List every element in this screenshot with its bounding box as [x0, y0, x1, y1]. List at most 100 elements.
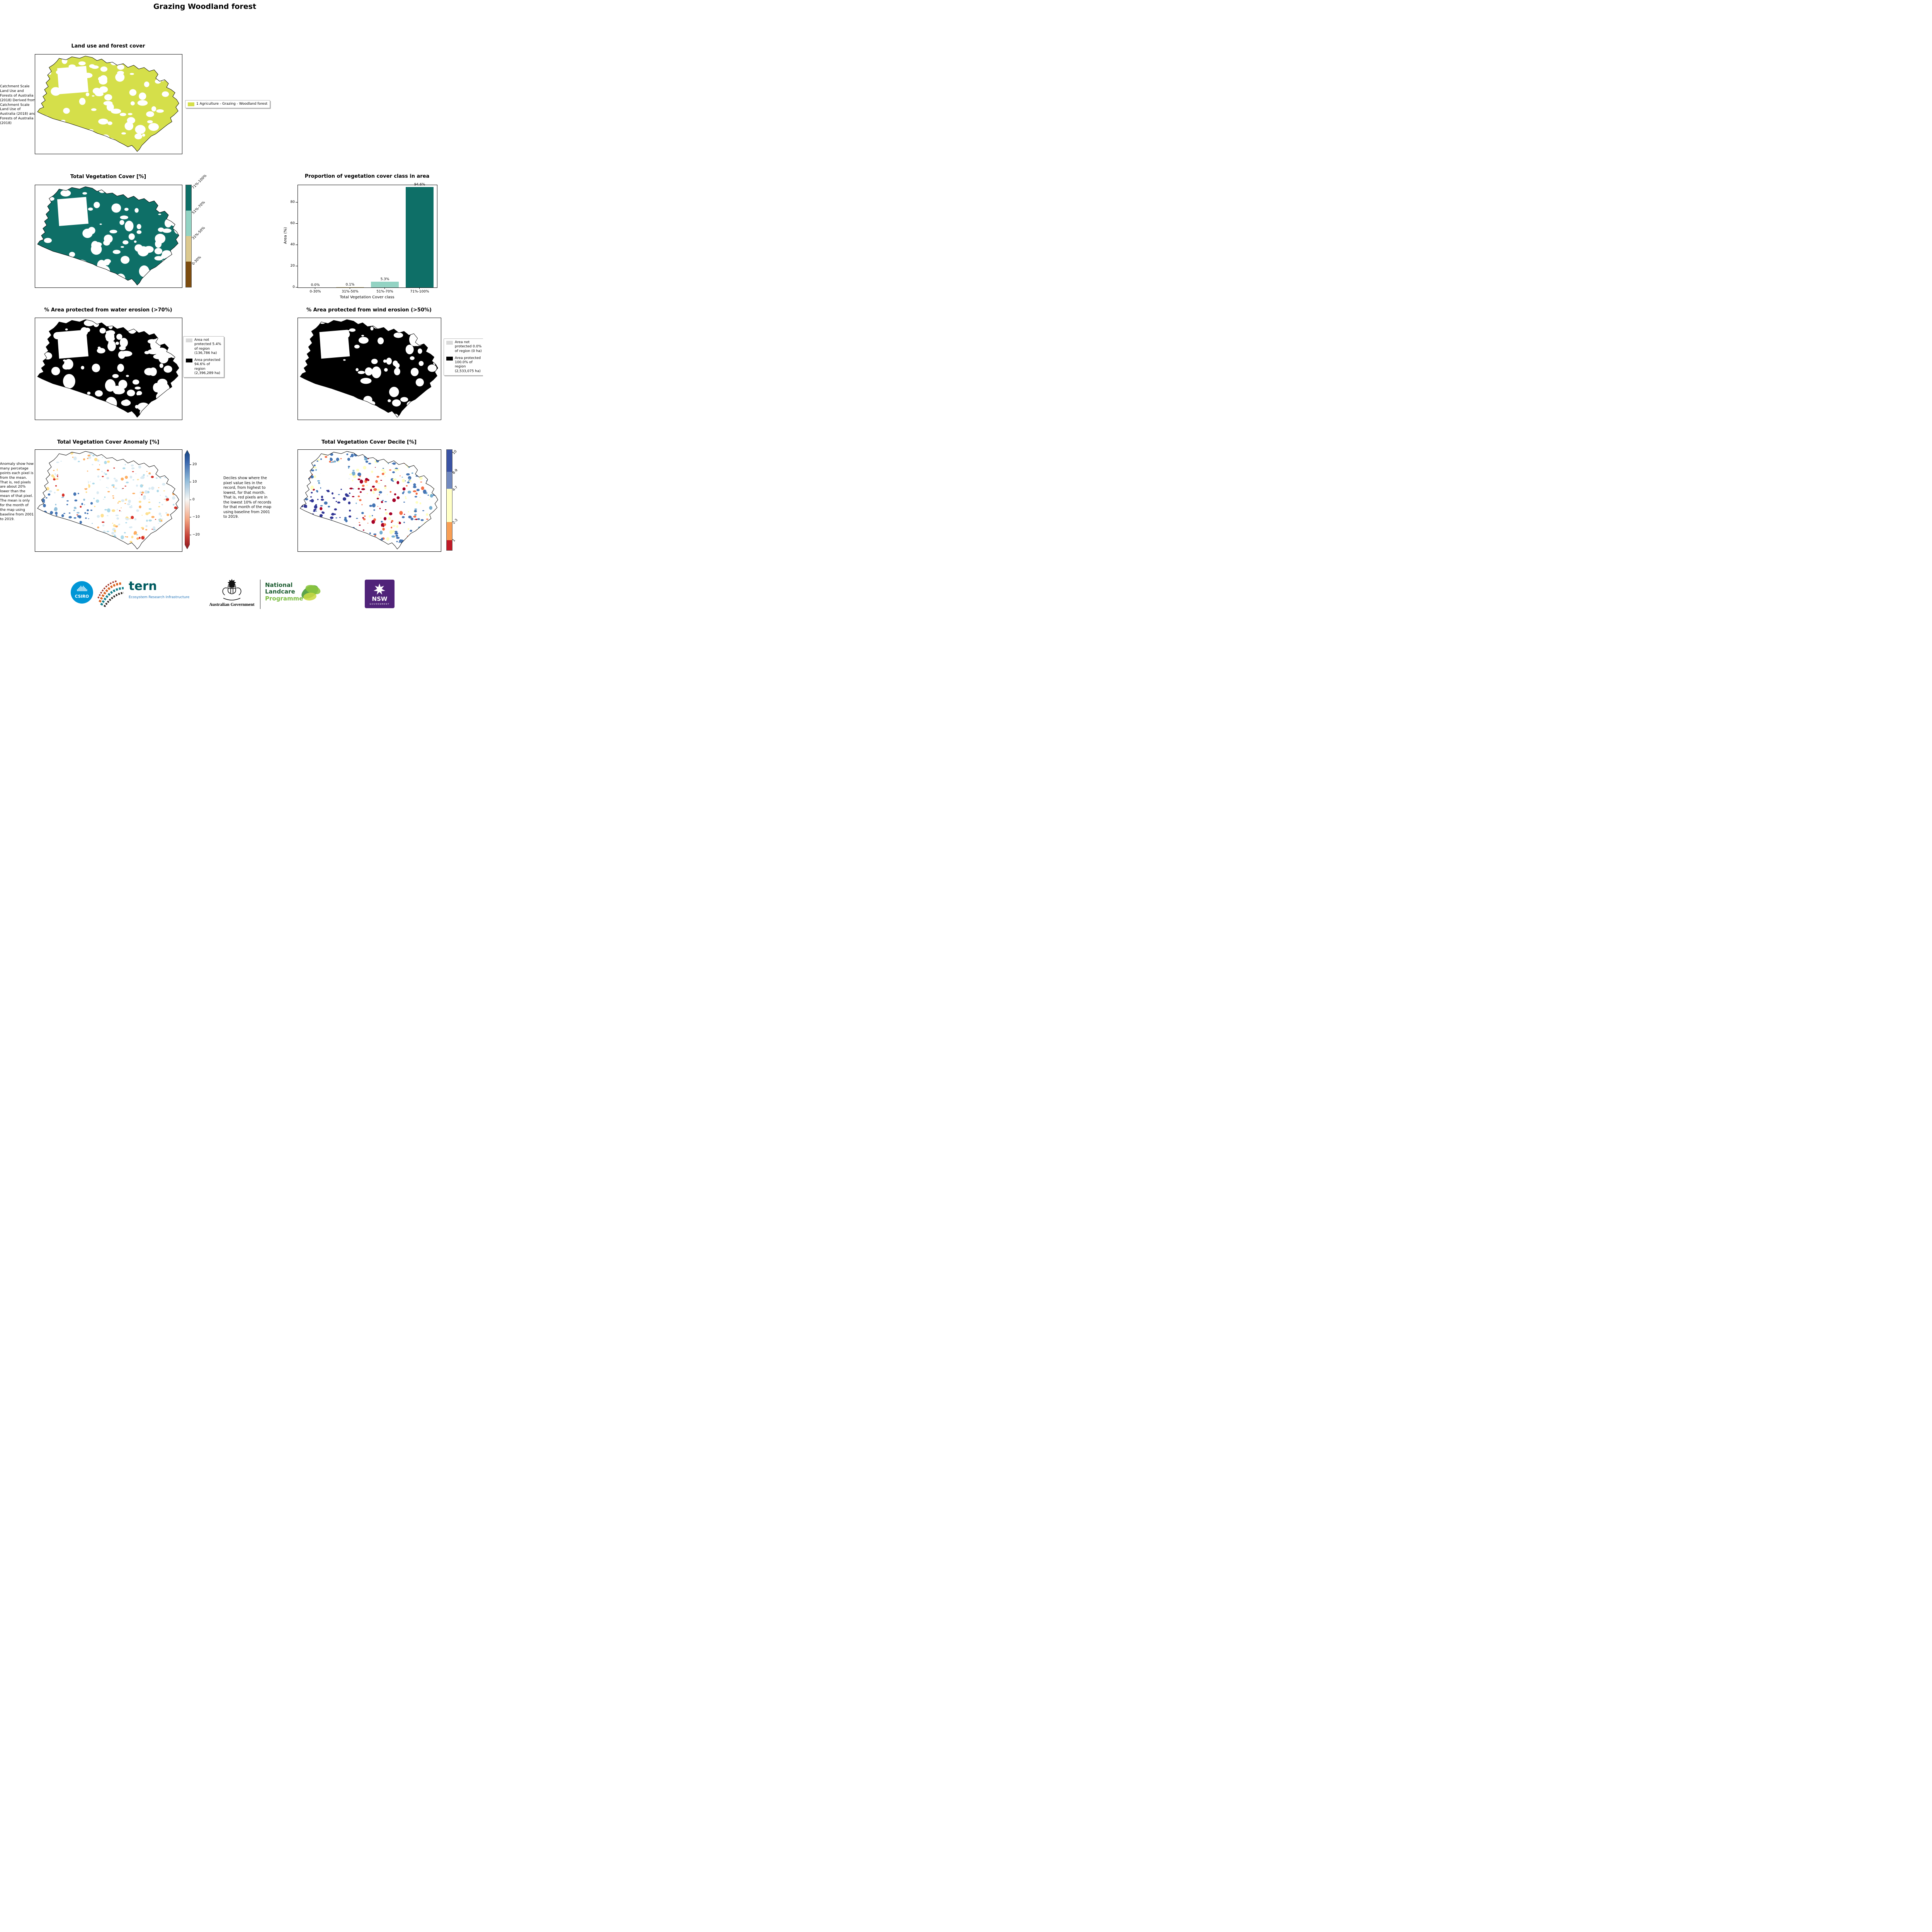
tern-tagline: Ecosystem Research Infrastructure — [129, 595, 190, 599]
anomaly-tick-label: −10 — [192, 515, 200, 519]
veg-colorbar-seg-51-70 — [186, 211, 191, 236]
map-landuse-svg — [37, 56, 179, 152]
anomaly-tick-label: 10 — [192, 480, 197, 484]
page-title: Grazing Woodland forest — [153, 2, 257, 11]
not-protected-swatch — [446, 341, 453, 345]
veg-colorbar-label: 0-30% — [191, 255, 202, 266]
tern-logo: tern Ecosystem Research Infrastructure — [129, 579, 190, 600]
anomaly-title: Total Vegetation Cover Anomaly [%] — [57, 439, 160, 445]
waratah-icon — [374, 583, 385, 595]
veg-colorbar-label: 31%-50% — [191, 226, 206, 241]
protected-label: Area protected 94.6% of region (2,396,28… — [194, 358, 221, 375]
landuse-note: Catchment Scale Land Use and Forests of … — [0, 85, 36, 125]
bar-value-label: 5.3% — [380, 277, 389, 282]
bar-slot: 0.0% — [298, 283, 333, 287]
bar-51-70 — [371, 282, 399, 287]
decile-seg-8-9 — [447, 472, 452, 489]
veg-cover-colorbar — [185, 185, 192, 287]
tern-logo-text: tern — [129, 579, 157, 593]
landcare-word-programme: Programme — [265, 595, 303, 602]
bar-slot: 94.6% — [402, 183, 437, 287]
wind-erosion-title: % Area protected from wind erosion (>50%… — [306, 307, 432, 313]
landcare-logo-leaves — [298, 580, 324, 606]
australian-government-label: Australian Government — [209, 602, 255, 607]
nsw-logo-text: NSW — [372, 595, 388, 602]
decile-colorbar — [446, 449, 452, 551]
map-wind-svg — [300, 319, 438, 418]
decile-seg-10 — [447, 450, 452, 472]
bar-71-100 — [406, 187, 434, 287]
veg-colorbar-seg-71-100 — [186, 185, 191, 211]
bar-slot: 0.1% — [333, 283, 367, 287]
wind-erosion-legend: Area not protected 0.0% of region (0 ha)… — [444, 338, 483, 376]
decile-note: Deciles show where the pixel value lies … — [223, 476, 272, 519]
not-protected-label: Area not protected 0.0% of region (0 ha) — [455, 340, 482, 353]
landuse-legend-swatch — [188, 102, 194, 107]
decile-seg-1 — [447, 540, 452, 550]
anomaly-tick-label: 20 — [192, 463, 197, 466]
landcare-word-landcare: Landcare — [265, 588, 295, 595]
protected-label: Area protected 100.0% of region (2,533,0… — [455, 356, 481, 373]
map-veg-svg — [37, 186, 179, 286]
nsw-government-logo: NSW GOVERNMENT — [365, 580, 395, 608]
water-erosion-legend: Area not protected 5.4% of region (136,7… — [183, 336, 224, 378]
bar-value-label: 0.1% — [345, 283, 355, 287]
water-erosion-title: % Area protected from water erosion (>70… — [44, 307, 172, 313]
x-tick-label: 31%-50% — [342, 290, 359, 294]
decile-colorbar-label: 1 — [452, 538, 456, 543]
veg-colorbar-seg-0-30 — [186, 262, 191, 287]
decile-colorbar-label: 2-3 — [452, 518, 459, 525]
landcare-logo-text: National Landcare Programme — [265, 582, 303, 602]
x-tick-mark — [419, 287, 420, 289]
x-tick-label: 51%-70% — [376, 290, 393, 294]
y-tick-label: 80 — [290, 200, 295, 204]
not-protected-swatch — [186, 338, 192, 342]
x-tick-mark — [384, 287, 385, 289]
decile-colorbar-label: 10 — [452, 449, 458, 456]
landuse-title: Land use and forest cover — [71, 43, 145, 49]
landuse-legend-label: 1 Agriculture - Grazing - Woodland fores… — [196, 102, 268, 106]
landcare-word-national: National — [265, 582, 293, 588]
y-axis-label: Area (%) — [283, 227, 288, 244]
y-tick-label: 20 — [290, 264, 295, 268]
nsw-logo-subtext: GOVERNMENT — [370, 603, 390, 605]
map-anomaly-svg — [37, 451, 179, 549]
indigenous-artwork — [97, 580, 125, 607]
veg-colorbar-label: 71%-100% — [191, 173, 208, 190]
proportion-chart-title: Proportion of vegetation cover class in … — [304, 173, 430, 179]
protected-swatch — [186, 359, 192, 362]
anomaly-tick-label: 0 — [192, 498, 195, 502]
y-tick-label: 40 — [290, 243, 295, 247]
anomaly-note: Anomaly show how many percetage points e… — [0, 462, 34, 521]
decile-colorbar-label: 8-9 — [452, 468, 459, 475]
x-tick-label: 71%-100% — [410, 290, 429, 294]
decile-seg-4-7 — [447, 489, 452, 522]
x-tick-label: 0-30% — [310, 290, 321, 294]
y-tick-mark — [296, 223, 298, 224]
anomaly-colorbar — [185, 450, 190, 549]
csiro-logo: CSIRO — [71, 581, 93, 604]
veg-cover-map — [35, 185, 182, 288]
x-axis-label: Total Vegetation Cover class — [340, 295, 395, 299]
bar-value-label: 94.6% — [414, 182, 425, 187]
landuse-legend: 1 Agriculture - Grazing - Woodland fores… — [185, 100, 270, 109]
bar-slot: 5.3% — [367, 277, 402, 287]
report-page: Grazing Woodland forest Land use and for… — [0, 0, 483, 615]
landuse-map — [35, 54, 182, 154]
anomaly-map — [35, 449, 182, 552]
anomaly-tick-label: −20 — [192, 533, 200, 537]
proportion-chart-plot: 0 20 40 60 80 0.0% 0.1% 5.3% 94.6% 0-30%… — [291, 183, 437, 294]
decile-colorbar-label: 4-7 — [452, 485, 459, 492]
veg-colorbar-label: 51%-70% — [191, 200, 206, 215]
decile-title: Total Vegetation Cover Decile [%] — [321, 439, 417, 445]
water-erosion-map — [35, 318, 182, 420]
y-tick-label: 0 — [293, 285, 295, 289]
not-protected-label: Area not protected 5.4% of region (136,7… — [194, 338, 221, 355]
protected-swatch — [446, 356, 453, 361]
y-tick-label: 60 — [290, 221, 295, 225]
csiro-logo-text: CSIRO — [75, 594, 89, 599]
decile-seg-2-3 — [447, 522, 452, 540]
map-water-svg — [37, 319, 179, 418]
bar-value-label: 0.0% — [311, 283, 320, 287]
australian-government-crest — [219, 578, 245, 601]
